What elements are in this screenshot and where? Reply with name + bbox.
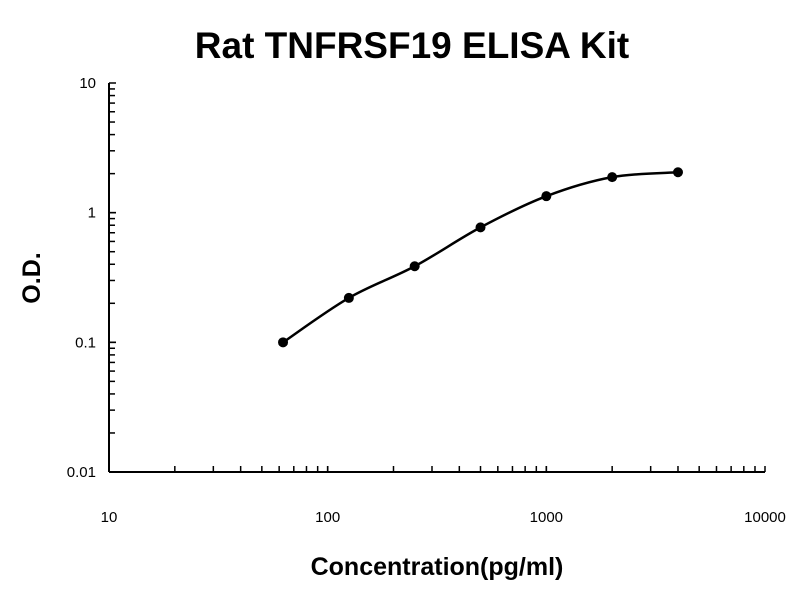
y-tick-label: 0.01 <box>67 464 96 481</box>
data-point <box>343 292 354 303</box>
tick-labels: 0.01 0.1 1 10 10 100 1000 10000 <box>67 75 786 526</box>
y-tick-label: 1 <box>88 205 96 222</box>
data-point <box>672 167 683 178</box>
x-tick-label: 10 <box>101 509 118 526</box>
chart-title: Rat TNFRSF19 ELISA Kit <box>195 25 629 66</box>
x-axis-label: Concentration(pg/ml) <box>311 553 564 581</box>
y-tick-label: 0.1 <box>75 334 96 351</box>
y-axis-label: O.D. <box>18 252 46 303</box>
data-point <box>475 222 486 233</box>
x-tick-label: 100 <box>315 509 340 526</box>
data-point <box>607 172 618 183</box>
data-point <box>541 191 552 202</box>
x-tick-label: 10000 <box>744 509 786 526</box>
axes <box>108 82 766 473</box>
x-tick-label: 1000 <box>530 509 563 526</box>
series-marks <box>278 167 683 348</box>
y-tick-label: 10 <box>79 75 96 92</box>
data-point <box>278 337 289 348</box>
fit-curve <box>282 170 679 344</box>
data-point <box>409 261 420 272</box>
